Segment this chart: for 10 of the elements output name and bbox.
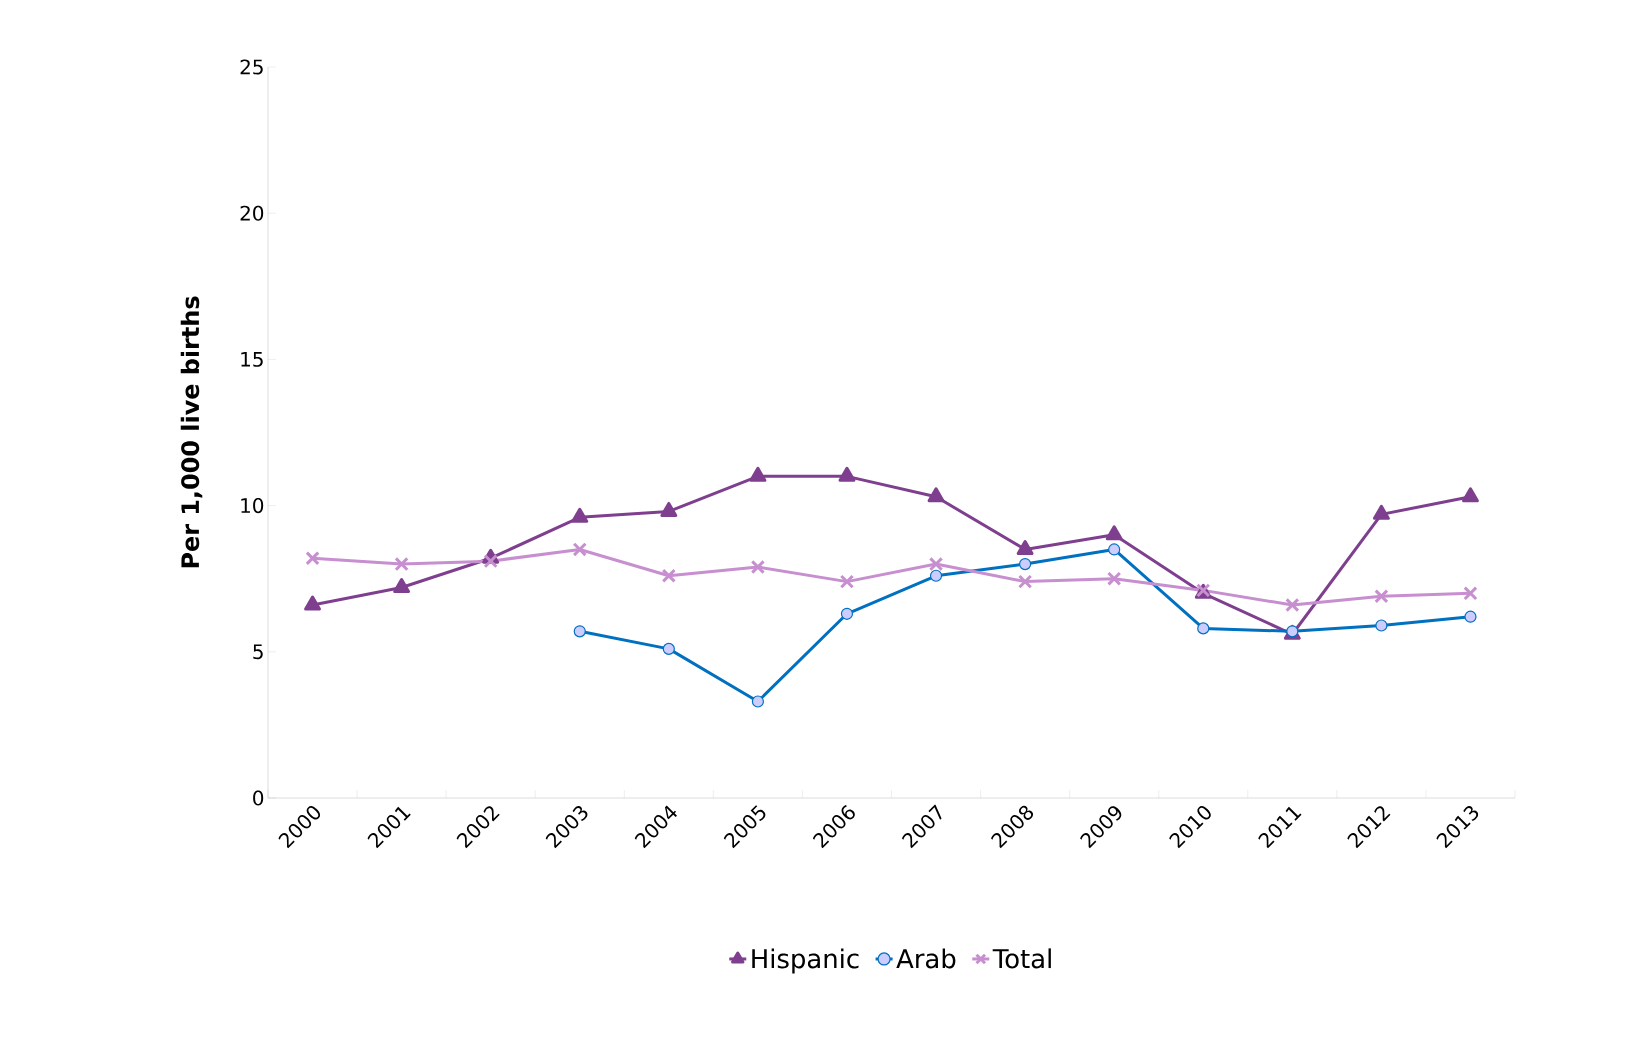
y-tick-label: 20 (240, 205, 264, 221)
y-tick-label: 0 (253, 790, 264, 806)
y-axis-title: Per 1,000 live births (180, 296, 203, 568)
y-tick-label: 25 (240, 59, 263, 75)
y-tick-label: 10 (241, 498, 264, 514)
legend-label: Total (992, 948, 1051, 969)
y-tick-label: 5 (253, 644, 263, 660)
y-tick-label: 15 (241, 352, 263, 367)
legend-label: Hispanic (752, 948, 859, 974)
legend-label: Arab (896, 948, 956, 969)
